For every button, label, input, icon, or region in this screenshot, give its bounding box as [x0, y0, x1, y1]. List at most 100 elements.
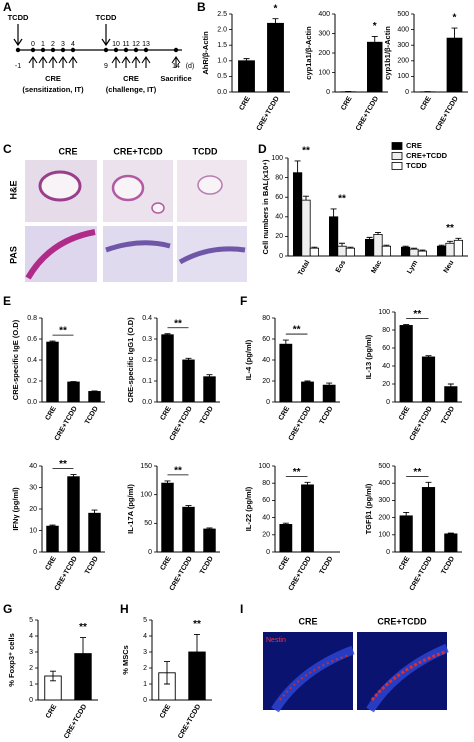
day-label: 1: [41, 41, 45, 48]
bar: [309, 247, 320, 257]
y-tick-label: 20: [382, 381, 390, 388]
chart: 0 100 200 300 400 500 TGFβ1 (pg/ml) CRECRE+TCDD…: [364, 463, 462, 592]
chart: 0 100 200 300 400 500 cyp1b1/β-Actin CRE CRE+TCD…: [383, 11, 468, 132]
x-tick-label: CRE+TCDD: [288, 405, 313, 442]
column-header: CRE+TCDD: [113, 146, 163, 156]
day-dot: [143, 47, 149, 53]
significance-label: **: [413, 467, 421, 478]
y-tick-label: 40: [275, 214, 283, 221]
x-tick-label: TCDD: [84, 405, 100, 425]
y-tick-label: 0.2: [142, 357, 152, 364]
day-label: 9: [104, 63, 108, 70]
y-tick-label: 0.0: [217, 89, 227, 96]
legend-swatch: [391, 162, 403, 170]
significance-label: **: [59, 459, 67, 470]
epithelium: [105, 240, 171, 253]
x-tick-label: TCDD: [199, 405, 215, 425]
day-label: 13: [142, 41, 150, 48]
pas-image: [103, 226, 173, 282]
x-tick-label: CRE: [45, 703, 59, 720]
day-label: -1: [15, 63, 21, 70]
significance-label: **: [293, 325, 301, 336]
y-tick-label: 4: [29, 633, 33, 640]
bar: [444, 386, 458, 403]
y-tick-label: 5: [29, 617, 33, 624]
x-tick-label: CRE+TCDD: [435, 95, 460, 132]
error-bar: [91, 390, 98, 392]
error-bar: [164, 333, 171, 335]
bar: [301, 199, 311, 257]
drug-label: TCDD: [8, 13, 29, 22]
bar: [409, 248, 419, 257]
y-tick-label: 2: [29, 665, 33, 672]
bar: [364, 238, 375, 257]
y-tick-label: 80: [262, 480, 270, 487]
y-tick-label: 4: [143, 633, 147, 640]
y-tick-label: 2: [143, 665, 147, 672]
error-bar: [80, 637, 86, 654]
panel-label: E: [3, 294, 11, 308]
y-axis-label: IL-17A (pg/ml): [126, 484, 135, 534]
y-tick-label: 100: [318, 69, 330, 76]
bar: [399, 325, 413, 403]
y-tick-label: 40: [382, 363, 390, 370]
significance-label: **: [293, 467, 301, 478]
chart: 0.0 0.2 0.4 0.6 0.8 CRE-specific IgE (O.D) CRE…: [11, 315, 105, 442]
error-bar: [185, 357, 192, 360]
error-bar: [49, 524, 56, 527]
y-tick-label: 20: [262, 378, 270, 385]
airway: [111, 174, 145, 202]
chart: 0.0 0.1 0.2 0.3 0.4 CRE-specific IgG1 (O.D) CR…: [126, 315, 220, 442]
bar: [373, 234, 383, 257]
y-tick-label: 60: [262, 497, 270, 504]
error-bar: [330, 208, 337, 217]
x-tick-label: CRE: [159, 405, 173, 422]
nestin-signal: [370, 650, 446, 701]
y-tick-label: 40: [29, 463, 37, 470]
x-tick-label: TCDD: [319, 555, 335, 575]
bar: [88, 391, 101, 403]
error-bar: [425, 355, 432, 357]
error-bar: [91, 509, 98, 514]
y-tick-label: 40: [262, 357, 270, 364]
error-bar: [282, 339, 289, 345]
panel-label: D: [258, 142, 267, 156]
x-tick-label: TCDD: [199, 555, 215, 575]
y-axis-label: cyp1b1/β-Actin: [383, 26, 392, 80]
bar: [67, 381, 80, 403]
bar: [46, 341, 59, 403]
x-tick-label: TCDD: [440, 405, 456, 425]
x-tick-label: Eos: [335, 259, 348, 274]
x-tick-label: Mac: [370, 259, 383, 274]
error-bar: [311, 246, 318, 249]
bar: [399, 515, 413, 553]
y-tick-label: 1.0: [217, 58, 227, 65]
error-bar: [206, 374, 213, 377]
significance-label: *: [453, 13, 457, 24]
y-tick-label: 2.5: [217, 11, 227, 18]
chart: 0 1 2 3 4 5 % MSCs CRE CRE+TCDD **: [121, 617, 212, 740]
y-tick-label: 20: [275, 233, 283, 240]
bar: [417, 250, 428, 257]
column-header: CRE+TCDD: [377, 616, 427, 626]
bar: [279, 343, 293, 403]
y-axis-label: IL-22 (pg/ml): [244, 486, 253, 531]
nestin-signal: [279, 654, 351, 701]
legend-swatch: [391, 152, 403, 160]
y-axis-label: Cell numbers in BAL(x10⁴): [261, 159, 270, 254]
error-bar: [403, 324, 410, 326]
significance-label: *: [274, 3, 278, 14]
epithelium: [178, 246, 246, 265]
bar: [421, 487, 436, 553]
x-tick-label: CRE: [398, 555, 412, 572]
legend-label: TCDD: [406, 161, 427, 170]
y-tick-label: 10: [29, 527, 37, 534]
y-tick-label: 500: [378, 463, 390, 470]
y-tick-label: 150: [140, 463, 152, 470]
y-tick-label: 100: [378, 309, 390, 316]
y-tick-label: 0.0: [27, 399, 37, 406]
bar: [445, 242, 455, 257]
day-unit: (d): [186, 63, 195, 70]
error-bar: [455, 237, 462, 241]
